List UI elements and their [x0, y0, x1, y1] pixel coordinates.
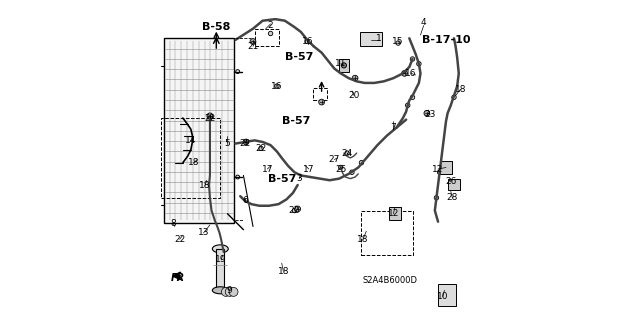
Circle shape	[221, 287, 230, 296]
Bar	[440, 161, 452, 174]
Text: 23: 23	[424, 110, 436, 119]
Text: 22: 22	[255, 144, 267, 153]
Bar	[161, 118, 220, 198]
Text: 22: 22	[174, 235, 185, 244]
Text: 6: 6	[242, 197, 248, 205]
Circle shape	[339, 165, 343, 170]
Text: 17: 17	[303, 165, 315, 174]
Text: 8: 8	[170, 219, 176, 228]
Circle shape	[295, 206, 301, 212]
Circle shape	[352, 75, 358, 81]
Bar	[216, 249, 224, 290]
Circle shape	[417, 62, 421, 66]
Text: 24: 24	[342, 149, 353, 158]
Text: 13: 13	[198, 228, 209, 237]
Text: 16: 16	[405, 69, 417, 78]
Circle shape	[259, 146, 263, 151]
Circle shape	[345, 151, 349, 155]
Text: B-58: B-58	[202, 22, 230, 32]
Text: 10: 10	[437, 292, 449, 301]
Circle shape	[268, 31, 273, 36]
Text: 18: 18	[454, 85, 466, 94]
Ellipse shape	[212, 287, 228, 294]
Text: B-57: B-57	[282, 116, 310, 126]
Text: 14: 14	[185, 136, 196, 145]
Circle shape	[406, 103, 410, 108]
Bar	[388, 207, 401, 220]
Text: B-17-10: B-17-10	[422, 35, 470, 45]
Text: 11: 11	[335, 59, 346, 68]
Circle shape	[434, 196, 438, 200]
Circle shape	[225, 287, 234, 296]
Circle shape	[236, 175, 239, 179]
Circle shape	[396, 41, 401, 45]
Circle shape	[437, 170, 442, 174]
Text: 12: 12	[388, 209, 399, 218]
Circle shape	[207, 114, 213, 119]
Circle shape	[243, 139, 249, 145]
Circle shape	[229, 287, 238, 296]
Circle shape	[424, 110, 429, 116]
Text: 19: 19	[215, 256, 227, 264]
Text: 18: 18	[188, 158, 200, 167]
Text: 22: 22	[239, 139, 251, 148]
Text: 1: 1	[376, 34, 382, 43]
Circle shape	[410, 95, 415, 100]
Text: 26: 26	[445, 177, 456, 186]
Text: B-57: B-57	[285, 52, 314, 63]
Text: FR: FR	[171, 273, 185, 283]
Circle shape	[341, 63, 346, 68]
Circle shape	[319, 99, 324, 105]
Text: 22: 22	[289, 206, 300, 215]
Circle shape	[292, 208, 297, 213]
Text: 18: 18	[278, 267, 289, 276]
Circle shape	[305, 39, 310, 44]
Text: 18: 18	[357, 235, 369, 244]
Circle shape	[236, 70, 239, 73]
Text: 12: 12	[433, 165, 444, 174]
Text: 27: 27	[329, 155, 340, 164]
Text: 16: 16	[271, 82, 283, 91]
Circle shape	[359, 160, 364, 165]
Text: 15: 15	[392, 37, 404, 46]
Bar	[438, 284, 456, 306]
Text: 25: 25	[335, 165, 346, 174]
Text: 21: 21	[247, 42, 259, 51]
Text: 28: 28	[447, 193, 458, 202]
Bar	[255, 29, 278, 46]
Circle shape	[207, 113, 213, 119]
Circle shape	[452, 95, 456, 100]
Text: 17: 17	[262, 165, 273, 174]
Bar	[362, 211, 413, 255]
Bar	[313, 88, 327, 100]
Bar	[360, 32, 382, 46]
Ellipse shape	[212, 245, 228, 253]
Text: 22: 22	[204, 114, 216, 122]
Circle shape	[275, 84, 279, 88]
Text: 2: 2	[268, 21, 273, 30]
Circle shape	[250, 39, 256, 44]
Text: 4: 4	[421, 18, 426, 27]
Text: 20: 20	[348, 91, 360, 100]
Text: B-57: B-57	[268, 174, 296, 184]
Text: S2A4B6000D: S2A4B6000D	[363, 276, 418, 285]
Text: 3: 3	[296, 174, 302, 183]
Text: 7: 7	[390, 123, 396, 132]
Circle shape	[410, 57, 415, 61]
Bar	[447, 179, 460, 190]
Text: 9: 9	[226, 286, 232, 295]
Circle shape	[402, 70, 408, 76]
Bar	[339, 59, 349, 72]
Text: 18: 18	[200, 181, 211, 189]
Text: 16: 16	[301, 37, 313, 46]
Text: 5: 5	[225, 139, 230, 148]
Bar	[164, 38, 234, 223]
Circle shape	[349, 170, 354, 174]
